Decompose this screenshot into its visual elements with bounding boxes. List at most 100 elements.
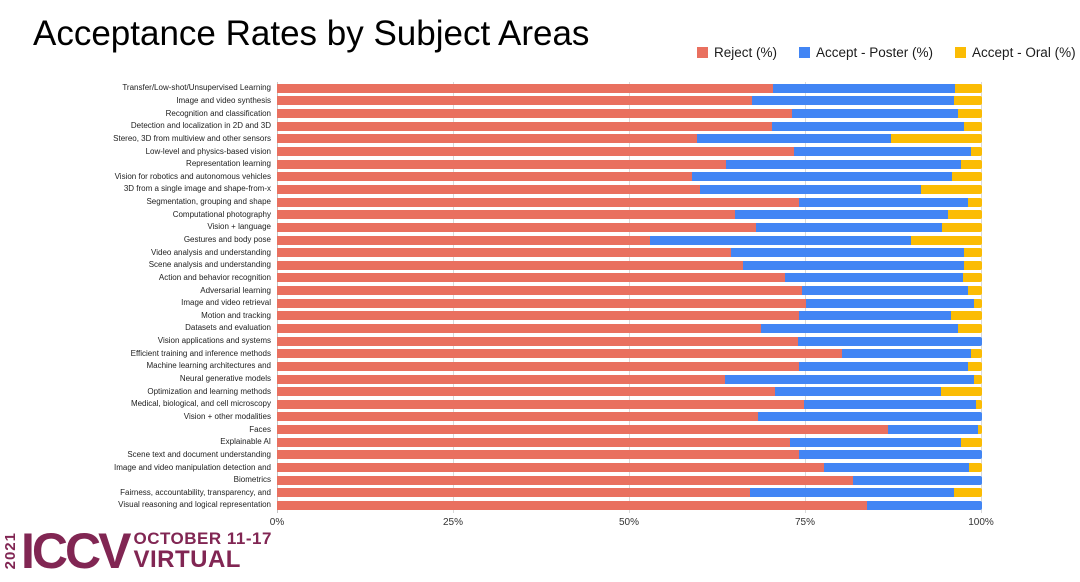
bar-segment-reject[interactable] bbox=[277, 147, 795, 157]
bar-segment-accept-oral[interactable] bbox=[891, 134, 982, 144]
bar-segment-reject[interactable] bbox=[277, 83, 774, 93]
bar-segment-accept-poster[interactable] bbox=[804, 399, 977, 409]
bar-segment-accept-oral[interactable] bbox=[974, 298, 982, 308]
chart-row: Segmentation, grouping and shape bbox=[5, 196, 982, 209]
bar-segment-reject[interactable] bbox=[277, 121, 772, 131]
bar-segment-accept-oral[interactable] bbox=[970, 349, 982, 359]
bar-segment-accept-poster[interactable] bbox=[697, 134, 892, 144]
bar-segment-reject[interactable] bbox=[277, 286, 802, 296]
bar-segment-accept-oral[interactable] bbox=[954, 488, 982, 498]
bar-segment-accept-poster[interactable] bbox=[760, 323, 959, 333]
bar-segment-accept-oral[interactable] bbox=[960, 437, 982, 447]
bar-segment-accept-poster[interactable] bbox=[867, 500, 982, 510]
bar-segment-accept-poster[interactable] bbox=[725, 374, 975, 384]
bar-segment-accept-oral[interactable] bbox=[969, 463, 982, 473]
bar-segment-reject[interactable] bbox=[277, 412, 758, 422]
bar-segment-reject[interactable] bbox=[277, 172, 693, 182]
bar-segment-accept-oral[interactable] bbox=[963, 121, 982, 131]
bar-segment-accept-oral[interactable] bbox=[964, 248, 982, 258]
bar-segment-reject[interactable] bbox=[277, 437, 791, 447]
bar-segment-accept-oral[interactable] bbox=[967, 361, 982, 371]
bar-segment-accept-oral[interactable] bbox=[941, 222, 982, 232]
bar-segment-reject[interactable] bbox=[277, 336, 798, 346]
bar-segment-accept-poster[interactable] bbox=[794, 147, 971, 157]
bar-segment-accept-poster[interactable] bbox=[841, 349, 971, 359]
bar-segment-reject[interactable] bbox=[277, 197, 799, 207]
bar-segment-accept-poster[interactable] bbox=[649, 235, 912, 245]
bar-segment-reject[interactable] bbox=[277, 184, 700, 194]
bar-segment-reject[interactable] bbox=[277, 374, 726, 384]
bar-segment-accept-poster[interactable] bbox=[771, 121, 964, 131]
bar-segment-accept-poster[interactable] bbox=[791, 109, 959, 119]
bar-segment-accept-poster[interactable] bbox=[805, 298, 975, 308]
bar-segment-accept-oral[interactable] bbox=[964, 260, 982, 270]
bar-segment-accept-oral[interactable] bbox=[958, 323, 982, 333]
bar-segment-accept-oral[interactable] bbox=[970, 147, 982, 157]
bar-segment-reject[interactable] bbox=[277, 248, 732, 258]
bar-segment-accept-oral[interactable] bbox=[911, 235, 982, 245]
bar-segment-accept-oral[interactable] bbox=[950, 311, 982, 321]
bar-segment-reject[interactable] bbox=[277, 159, 727, 169]
bar-segment-reject[interactable] bbox=[277, 450, 800, 460]
bar-segment-reject[interactable] bbox=[277, 311, 799, 321]
bar-segment-accept-oral[interactable] bbox=[921, 184, 982, 194]
bar-segment-accept-poster[interactable] bbox=[743, 260, 965, 270]
bar-segment-accept-oral[interactable] bbox=[955, 83, 982, 93]
bar-segment-accept-oral[interactable] bbox=[941, 387, 982, 397]
bar-segment-accept-oral[interactable] bbox=[974, 374, 982, 384]
bar-segment-reject[interactable] bbox=[277, 235, 650, 245]
bar-segment-accept-poster[interactable] bbox=[887, 425, 978, 435]
bar-segment-accept-poster[interactable] bbox=[755, 222, 942, 232]
bar-segment-accept-poster[interactable] bbox=[824, 463, 970, 473]
bar-segment-accept-oral[interactable] bbox=[967, 197, 982, 207]
bar-segment-reject[interactable] bbox=[277, 500, 868, 510]
bar-segment-reject[interactable] bbox=[277, 298, 806, 308]
bar-segment-reject[interactable] bbox=[277, 109, 792, 119]
bar-segment-accept-poster[interactable] bbox=[801, 286, 968, 296]
bar-segment-reject[interactable] bbox=[277, 425, 888, 435]
bar-segment-reject[interactable] bbox=[277, 96, 753, 106]
bar-segment-reject[interactable] bbox=[277, 399, 805, 409]
bar-segment-accept-poster[interactable] bbox=[798, 197, 968, 207]
bar-segment-accept-poster[interactable] bbox=[797, 336, 982, 346]
bar-segment-accept-oral[interactable] bbox=[976, 399, 982, 409]
bar-segment-accept-poster[interactable] bbox=[852, 475, 982, 485]
bar-segment-reject[interactable] bbox=[277, 323, 761, 333]
bar-segment-accept-oral[interactable] bbox=[967, 286, 982, 296]
bar-segment-accept-poster[interactable] bbox=[799, 450, 982, 460]
bar-segment-accept-poster[interactable] bbox=[734, 210, 949, 220]
bar-segment-accept-poster[interactable] bbox=[785, 273, 963, 283]
category-label: Biometrics bbox=[233, 475, 271, 485]
bar-segment-reject[interactable] bbox=[277, 463, 825, 473]
bar-segment-accept-poster[interactable] bbox=[726, 159, 961, 169]
bar-segment-accept-oral[interactable] bbox=[948, 210, 982, 220]
bar-segment-reject[interactable] bbox=[277, 260, 743, 270]
bar-segment-accept-poster[interactable] bbox=[790, 437, 961, 447]
bar-segment-reject[interactable] bbox=[277, 210, 735, 220]
bar-segment-reject[interactable] bbox=[277, 273, 786, 283]
bar-segment-accept-oral[interactable] bbox=[962, 273, 982, 283]
bar-segment-reject[interactable] bbox=[277, 475, 853, 485]
bar-segment-accept-oral[interactable] bbox=[951, 172, 982, 182]
bar-segment-reject[interactable] bbox=[277, 361, 799, 371]
bar-segment-accept-poster[interactable] bbox=[750, 488, 955, 498]
bar-segment-reject[interactable] bbox=[277, 222, 756, 232]
bar-segment-accept-poster[interactable] bbox=[773, 83, 956, 93]
bar-segment-reject[interactable] bbox=[277, 488, 751, 498]
bar-segment-accept-oral[interactable] bbox=[958, 109, 982, 119]
bar-segment-accept-poster[interactable] bbox=[700, 184, 922, 194]
bar-segment-accept-oral[interactable] bbox=[960, 159, 982, 169]
bar-segment-reject[interactable] bbox=[277, 387, 775, 397]
bar-segment-accept-poster[interactable] bbox=[798, 361, 968, 371]
bar-segment-accept-poster[interactable] bbox=[774, 387, 942, 397]
bar-segment-reject[interactable] bbox=[277, 134, 698, 144]
bar-segment-accept-oral[interactable] bbox=[977, 425, 982, 435]
bar-segment-reject[interactable] bbox=[277, 349, 842, 359]
bar-segment-accept-poster[interactable] bbox=[692, 172, 952, 182]
bar-segment-accept-poster[interactable] bbox=[757, 412, 982, 422]
bar-segment-accept-poster[interactable] bbox=[731, 248, 965, 258]
bar-segment-accept-oral[interactable] bbox=[954, 96, 982, 106]
bar-segment-accept-poster[interactable] bbox=[752, 96, 955, 106]
bar-segment-accept-poster[interactable] bbox=[798, 311, 951, 321]
